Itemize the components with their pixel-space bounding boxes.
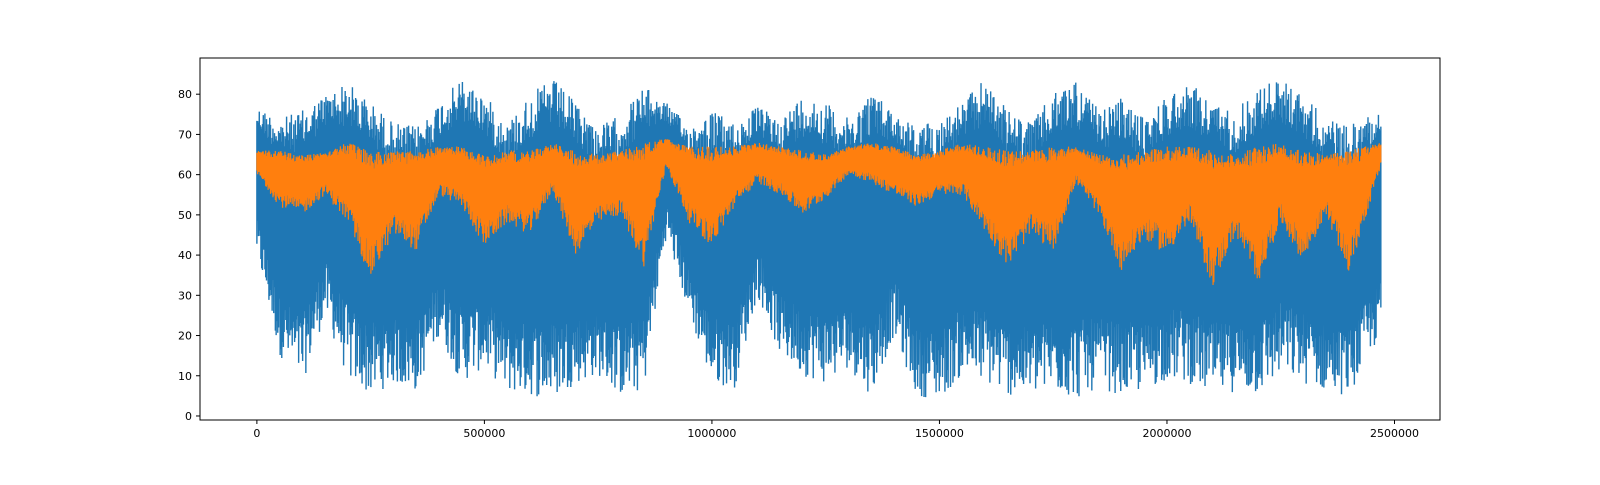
y-tick-label: 20 xyxy=(178,330,192,343)
x-tick-label: 0 xyxy=(253,427,260,440)
series-layer xyxy=(256,81,1382,398)
plot-area-frame xyxy=(199,57,1441,421)
y-tick-label: 70 xyxy=(178,128,192,141)
x-tick-label: 2000000 xyxy=(1142,427,1191,440)
y-tick-label: 0 xyxy=(185,410,192,423)
y-axis: 0 10 20 30 40 50 60 70 80 xyxy=(178,88,200,423)
x-tick-label: 2500000 xyxy=(1370,427,1419,440)
x-tick-label: 1000000 xyxy=(687,427,736,440)
y-tick-label: 60 xyxy=(178,169,192,182)
x-tick-label: 1500000 xyxy=(915,427,964,440)
y-tick-label: 80 xyxy=(178,88,192,101)
series-2-line xyxy=(256,139,1382,286)
x-tick-label: 500000 xyxy=(463,427,505,440)
y-tick-label: 30 xyxy=(178,289,192,302)
y-tick-label: 40 xyxy=(178,249,192,262)
series-1-line xyxy=(256,81,1382,398)
y-tick-label: 50 xyxy=(178,209,192,222)
x-axis: 0 500000 1000000 1500000 2000000 2500000 xyxy=(253,420,1419,440)
y-tick-label: 10 xyxy=(178,370,192,383)
